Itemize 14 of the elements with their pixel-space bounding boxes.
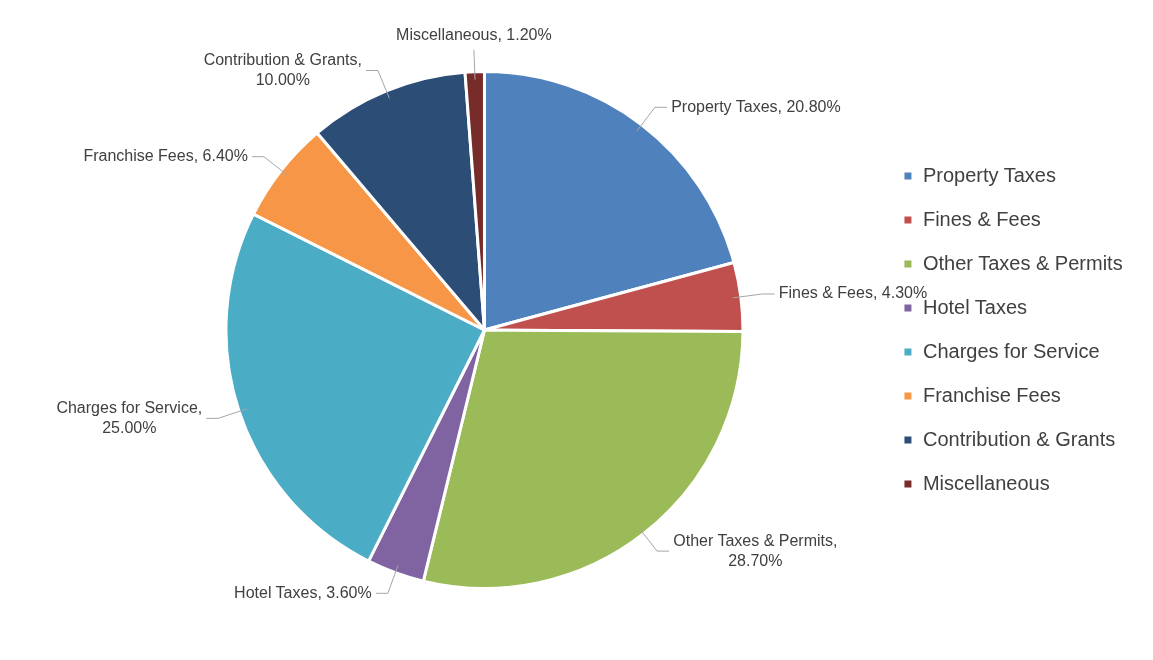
legend-label: Franchise Fees: [922, 383, 1061, 406]
data-label: Miscellaneous, 1.20%: [396, 26, 552, 44]
legend-label: Fines & Fees: [922, 207, 1041, 230]
legend-label: Contribution & Grants: [922, 427, 1116, 450]
data-label: Franchise Fees, 6.40%: [83, 147, 248, 165]
data-label: Other Taxes & Permits, 28.70%: [673, 531, 838, 569]
data-label: Property Taxes, 20.80%: [671, 97, 841, 115]
data-label: Hotel Taxes, 3.60%: [234, 583, 372, 601]
legend-label: Miscellaneous: [922, 471, 1050, 494]
legend-label: Other Taxes & Permits: [922, 251, 1123, 274]
data-label: Charges for Service, 25.00%: [56, 398, 203, 436]
legend-label: Charges for Service: [922, 339, 1100, 362]
legend-label: Property Taxes: [922, 163, 1056, 186]
data-label: Contribution & Grants, 10.00%: [203, 50, 362, 88]
